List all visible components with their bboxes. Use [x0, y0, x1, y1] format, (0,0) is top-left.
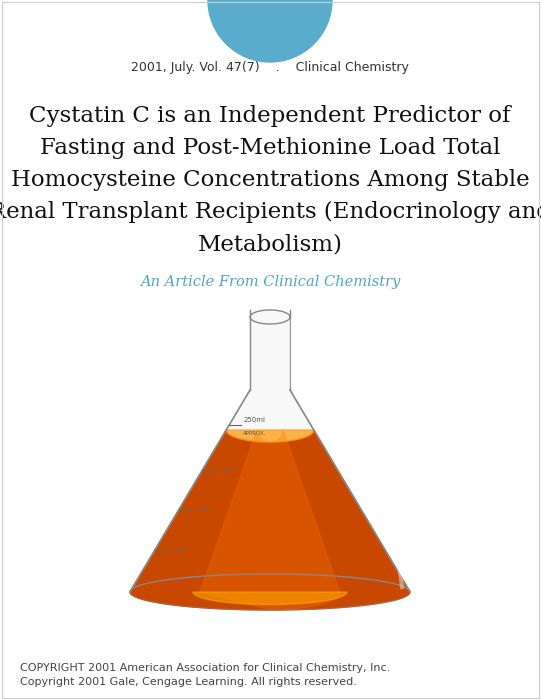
Text: —100: —100 — [169, 547, 187, 552]
Polygon shape — [193, 592, 347, 605]
Polygon shape — [200, 430, 340, 610]
Text: Copyright 2001 Gale, Cengage Learning. All rights reserved.: Copyright 2001 Gale, Cengage Learning. A… — [20, 677, 357, 687]
Text: COPYRIGHT 2001 American Association for Clinical Chemistry, Inc.: COPYRIGHT 2001 American Association for … — [20, 663, 390, 673]
Polygon shape — [130, 430, 410, 610]
Text: An Article From Clinical Chemistry: An Article From Clinical Chemistry — [140, 275, 400, 289]
Text: 250ml: 250ml — [243, 417, 265, 423]
Polygon shape — [130, 310, 410, 610]
Text: —200: —200 — [216, 468, 234, 472]
Text: APPROX.: APPROX. — [243, 431, 267, 436]
Text: 2001, July. Vol. 47(7)    .    Clinical Chemistry: 2001, July. Vol. 47(7) . Clinical Chemis… — [131, 62, 409, 74]
Text: Metabolism): Metabolism) — [197, 233, 342, 255]
Text: Homocysteine Concentrations Among Stable: Homocysteine Concentrations Among Stable — [11, 169, 529, 191]
Text: Renal Transplant Recipients (Endocrinology and: Renal Transplant Recipients (Endocrinolo… — [0, 201, 541, 223]
Circle shape — [208, 0, 332, 62]
Text: Cystatin C is an Independent Predictor of: Cystatin C is an Independent Predictor o… — [29, 105, 511, 127]
Text: —150: —150 — [193, 508, 210, 512]
Polygon shape — [226, 430, 314, 442]
Text: Fasting and Post-Methionine Load Total: Fasting and Post-Methionine Load Total — [40, 137, 500, 159]
